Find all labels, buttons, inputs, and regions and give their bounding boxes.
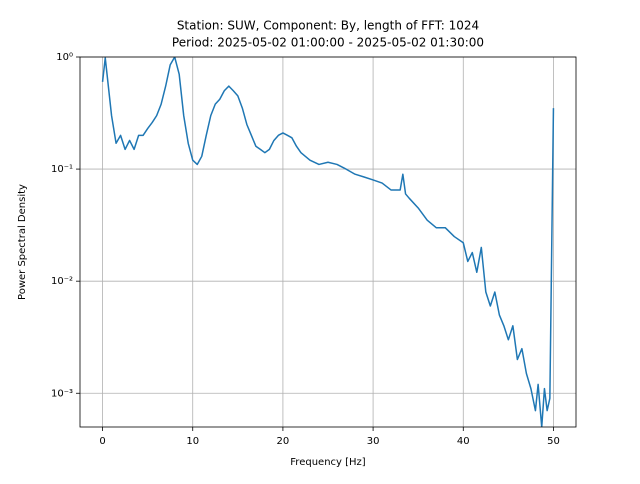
x-tick-label: 0 [99, 436, 105, 447]
axes-frame [79, 56, 577, 428]
y-axis-label: Power Spectral Density [17, 184, 28, 300]
chart-title: Station: SUW, Component: By, length of F… [177, 19, 479, 33]
y-tick-label: 10⁻¹ [51, 164, 73, 175]
y-tick-label: 10⁻² [51, 276, 73, 287]
grid [80, 56, 576, 427]
y-tick-label: 10⁰ [56, 52, 73, 63]
plot-area [101, 57, 555, 427]
x-tick-label: 50 [547, 436, 560, 447]
y-tick-label: 10⁻³ [51, 388, 73, 399]
x-axis-label: Frequency [Hz] [290, 457, 366, 468]
x-tick-label: 40 [457, 436, 470, 447]
x-tick-label: 30 [367, 436, 380, 447]
psd-line [101, 57, 555, 427]
x-tick-label: 20 [277, 436, 290, 447]
x-tick-label: 10 [186, 436, 199, 447]
chart-subtitle: Period: 2025-05-02 01:00:00 - 2025-05-02… [172, 36, 484, 50]
